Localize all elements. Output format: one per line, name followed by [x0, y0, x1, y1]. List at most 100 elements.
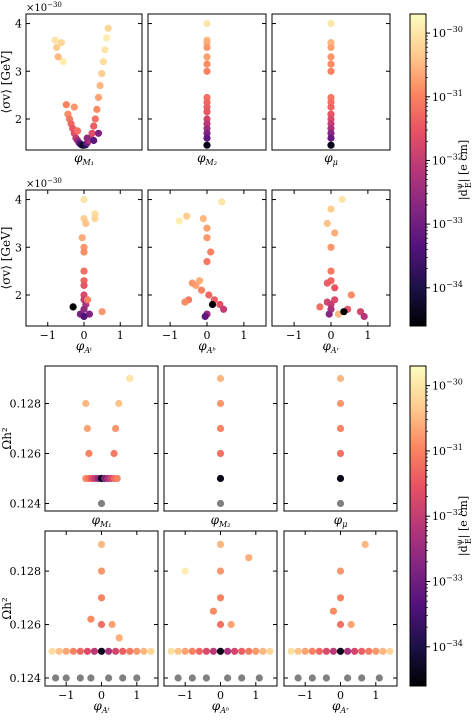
data-point — [113, 474, 121, 483]
plot-frame — [163, 530, 278, 687]
data-point — [70, 103, 78, 111]
data-point — [245, 554, 253, 562]
colorbar-tick-label: 10−34 — [432, 639, 463, 654]
data-point — [325, 310, 333, 318]
y-tick-label: 0.124 — [10, 498, 42, 511]
panel-sigma_v_row1-1: φM₂ — [147, 13, 267, 167]
data-point — [224, 674, 232, 682]
x-tick-label: 1 — [133, 689, 140, 702]
y-axis-label: ⟨σv⟩ [GeV] — [0, 51, 13, 114]
data-point — [83, 647, 91, 655]
data-point — [336, 620, 345, 629]
data-point — [188, 674, 196, 682]
data-point — [90, 647, 98, 655]
data-point — [301, 647, 309, 655]
data-point — [218, 198, 226, 206]
data-point — [203, 108, 211, 116]
data-point — [347, 291, 355, 299]
scatter-points — [316, 195, 368, 321]
data-point — [351, 647, 359, 655]
plot-frame — [25, 13, 143, 151]
data-point — [85, 449, 93, 458]
data-point — [115, 634, 123, 642]
x-tick-label: −1 — [286, 329, 302, 342]
row-sigma_v_row1: 2 3 4 φM₁ φM₂ φμ ⟨σv⟩ [GeV] ×10−30 — [0, 1, 391, 167]
data-point — [372, 647, 380, 655]
panel-omega_row1-2: φμ — [283, 365, 398, 529]
data-point — [97, 499, 106, 508]
data-point — [322, 647, 330, 655]
x-tick-label: −1 — [162, 329, 178, 342]
data-point — [203, 43, 211, 52]
plot-frame — [283, 530, 398, 687]
scatter-points — [327, 19, 335, 149]
data-point — [203, 141, 211, 149]
data-point — [90, 136, 98, 145]
data-point — [340, 308, 348, 316]
data-point — [203, 224, 211, 232]
axis-multiplier: ×10−30 — [26, 177, 62, 190]
x-tick-label: 1 — [364, 329, 371, 342]
data-point — [386, 647, 394, 655]
data-point — [238, 647, 246, 655]
colorbar-tick-label: 10−31 — [432, 89, 463, 104]
y-tick-label: 0.124 — [10, 672, 42, 685]
scatter-points — [82, 374, 134, 508]
data-point — [199, 215, 207, 223]
data-point — [322, 674, 330, 682]
x-axis-label: φμ — [324, 151, 338, 167]
panel-omega_row1-1: φM₂ — [163, 365, 278, 529]
x-tick-label: 1 — [117, 329, 124, 342]
data-point — [80, 267, 88, 275]
data-point — [216, 540, 225, 549]
data-point — [208, 300, 217, 309]
data-point — [85, 310, 93, 318]
scatter-points — [69, 195, 106, 321]
data-point — [216, 594, 225, 602]
data-point — [327, 67, 335, 75]
data-point — [82, 219, 90, 227]
scatter-points — [287, 540, 394, 682]
data-point — [83, 424, 91, 433]
x-tick-label: 0 — [204, 329, 211, 342]
data-point — [57, 39, 65, 47]
data-point — [323, 279, 331, 287]
scatter-points — [175, 198, 228, 321]
data-point — [174, 674, 182, 682]
data-point — [287, 647, 295, 655]
data-point — [327, 267, 335, 275]
data-point — [48, 647, 56, 655]
data-point — [336, 449, 345, 458]
data-point — [105, 674, 113, 682]
data-point — [53, 43, 61, 52]
data-point — [181, 298, 189, 306]
x-axis-label: φAᵗ — [93, 699, 109, 715]
data-point — [96, 82, 104, 90]
data-point — [97, 647, 106, 655]
data-point — [59, 58, 67, 66]
data-point — [74, 127, 82, 135]
data-point — [216, 449, 225, 458]
data-point — [245, 647, 253, 655]
x-tick-label: 0 — [98, 689, 105, 702]
x-tick-label: 0 — [217, 689, 224, 702]
data-point — [76, 647, 84, 655]
plot-frame — [147, 189, 267, 327]
data-point — [203, 60, 211, 68]
data-point — [216, 620, 225, 629]
x-axis-label: φμ — [334, 513, 348, 529]
data-point — [294, 647, 302, 655]
y-tick-label: 2 — [15, 289, 22, 302]
x-tick-label: 0 — [328, 329, 335, 342]
data-point — [93, 105, 101, 113]
data-point — [140, 647, 148, 655]
y-tick-label: 3 — [15, 241, 22, 254]
data-point — [329, 607, 337, 615]
panel-sigma_v_row2-0: 2 3 4 −1 0 1 φAᵗ — [15, 189, 143, 355]
data-point — [203, 67, 211, 75]
data-point — [365, 647, 373, 655]
data-point — [308, 674, 316, 682]
plot-frame — [283, 365, 398, 512]
